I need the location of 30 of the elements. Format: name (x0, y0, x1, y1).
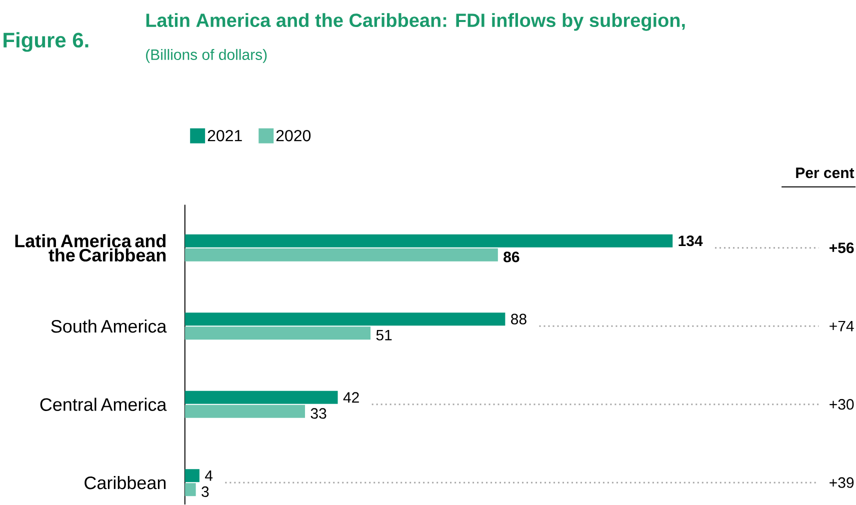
data-label: 3 (202, 486, 209, 498)
legend-label: 2020 (276, 130, 311, 142)
y-tick-label: Caribbean (84, 476, 166, 490)
data-label: 51 (376, 330, 392, 340)
caption: Figure 6. (4, 32, 88, 52)
text: +74 (830, 320, 854, 332)
y-tick-label: Central America (40, 398, 167, 411)
y-tick-label: Latin America and the Caribbean (15, 234, 166, 262)
bar (184, 312, 506, 326)
data-label: 134 (678, 236, 703, 246)
text: +39 (830, 477, 854, 488)
bar (184, 469, 200, 482)
data-label: 33 (310, 408, 326, 419)
data-label: 4 (205, 470, 213, 481)
text: +56 (830, 242, 854, 254)
data-label: 88 (511, 314, 526, 324)
bar (184, 326, 371, 340)
legend-label: 2021 (208, 130, 242, 142)
bar (184, 404, 306, 418)
chart-title: Latin America and the Caribbean: FDI inflows by subregion, (146, 13, 685, 31)
bar (184, 248, 498, 262)
y-tick-label: South America (51, 319, 167, 333)
data-label: 86 (504, 252, 520, 262)
text: Per cent (796, 168, 854, 178)
bar (184, 390, 338, 404)
text: +30 (830, 399, 854, 410)
bar (184, 234, 673, 248)
bar (184, 483, 196, 496)
data-label: 42 (343, 392, 359, 403)
chart-subtitle: (Billions of dollars) (146, 48, 267, 63)
